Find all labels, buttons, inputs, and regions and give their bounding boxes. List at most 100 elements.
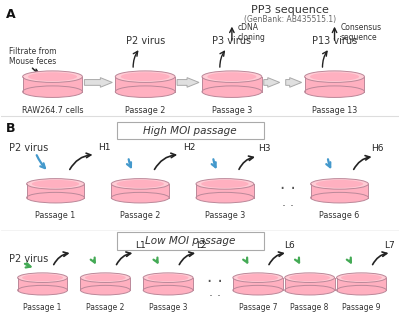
Text: A: A: [6, 8, 15, 22]
Ellipse shape: [80, 273, 130, 282]
Text: · ·: · ·: [282, 200, 294, 213]
Ellipse shape: [285, 273, 334, 282]
Ellipse shape: [336, 285, 386, 295]
Ellipse shape: [201, 180, 249, 188]
Text: L2: L2: [196, 241, 207, 250]
Text: P2 virus: P2 virus: [9, 254, 48, 264]
Ellipse shape: [196, 179, 254, 189]
Polygon shape: [305, 77, 364, 92]
Text: · ·: · ·: [209, 290, 221, 303]
Text: Passage 3: Passage 3: [205, 211, 245, 220]
Polygon shape: [111, 184, 169, 198]
Ellipse shape: [207, 72, 256, 81]
Polygon shape: [27, 184, 84, 198]
Ellipse shape: [23, 71, 82, 82]
Polygon shape: [285, 278, 334, 290]
FancyBboxPatch shape: [117, 232, 264, 250]
Ellipse shape: [202, 86, 262, 97]
Text: PP3 sequence: PP3 sequence: [251, 5, 329, 15]
Ellipse shape: [336, 273, 386, 282]
Ellipse shape: [148, 274, 188, 281]
Text: B: B: [6, 122, 15, 135]
Text: H3: H3: [258, 144, 270, 153]
Text: High MOI passage: High MOI passage: [143, 125, 237, 135]
Polygon shape: [143, 278, 193, 290]
Ellipse shape: [143, 273, 193, 282]
Polygon shape: [264, 78, 280, 87]
Text: H2: H2: [183, 143, 196, 152]
Polygon shape: [196, 184, 254, 198]
Ellipse shape: [310, 72, 359, 81]
Ellipse shape: [311, 179, 368, 189]
Polygon shape: [115, 77, 175, 92]
Text: Passage 8: Passage 8: [290, 303, 329, 312]
Text: RAW264.7 cells: RAW264.7 cells: [22, 106, 83, 115]
Text: P13 virus: P13 virus: [312, 36, 357, 46]
Text: Passage 7: Passage 7: [238, 303, 277, 312]
Text: P3 virus: P3 virus: [212, 36, 252, 46]
Polygon shape: [233, 278, 283, 290]
Ellipse shape: [32, 180, 79, 188]
Text: L1: L1: [135, 241, 146, 250]
Text: H6: H6: [372, 144, 384, 153]
Text: P2 virus: P2 virus: [126, 36, 165, 46]
Ellipse shape: [311, 193, 368, 203]
Text: Passage 1: Passage 1: [23, 303, 62, 312]
Ellipse shape: [116, 180, 164, 188]
Ellipse shape: [85, 274, 126, 281]
Ellipse shape: [18, 273, 68, 282]
Ellipse shape: [289, 274, 330, 281]
Polygon shape: [286, 78, 302, 87]
Ellipse shape: [27, 193, 84, 203]
Text: Passage 1: Passage 1: [35, 211, 76, 220]
Text: Low MOI passage: Low MOI passage: [145, 236, 235, 246]
Ellipse shape: [196, 193, 254, 203]
Text: Consensus
sequence: Consensus sequence: [340, 23, 382, 42]
Ellipse shape: [111, 193, 169, 203]
Ellipse shape: [111, 179, 169, 189]
Ellipse shape: [27, 179, 84, 189]
Polygon shape: [80, 278, 130, 290]
Ellipse shape: [28, 72, 77, 81]
Ellipse shape: [305, 86, 364, 97]
Polygon shape: [177, 78, 199, 87]
Text: Passage 3: Passage 3: [149, 303, 187, 312]
Ellipse shape: [115, 86, 175, 97]
Ellipse shape: [202, 71, 262, 82]
Text: · ·: · ·: [207, 274, 223, 291]
FancyBboxPatch shape: [117, 122, 264, 139]
Text: Filtrate from
Mouse feces: Filtrate from Mouse feces: [9, 47, 56, 66]
Ellipse shape: [341, 274, 382, 281]
Ellipse shape: [121, 72, 170, 81]
Text: (GenBank: AB435515.1): (GenBank: AB435515.1): [244, 15, 336, 24]
Polygon shape: [84, 78, 112, 87]
Polygon shape: [336, 278, 386, 290]
Ellipse shape: [18, 285, 68, 295]
Polygon shape: [311, 184, 368, 198]
Ellipse shape: [285, 285, 334, 295]
Text: L7: L7: [384, 241, 395, 250]
Text: L6: L6: [284, 241, 294, 250]
Ellipse shape: [115, 71, 175, 82]
Polygon shape: [18, 278, 68, 290]
Text: Passage 2: Passage 2: [125, 106, 165, 115]
Text: · ·: · ·: [280, 180, 296, 198]
Ellipse shape: [22, 274, 63, 281]
Text: P2 virus: P2 virus: [9, 143, 48, 153]
Text: cDNA
cloning: cDNA cloning: [238, 23, 266, 42]
Ellipse shape: [80, 285, 130, 295]
Ellipse shape: [143, 285, 193, 295]
Ellipse shape: [237, 274, 278, 281]
Ellipse shape: [316, 180, 363, 188]
Text: Passage 13: Passage 13: [312, 106, 357, 115]
Ellipse shape: [233, 273, 283, 282]
Ellipse shape: [233, 285, 283, 295]
Text: Passage 6: Passage 6: [319, 211, 360, 220]
Ellipse shape: [305, 71, 364, 82]
Text: H1: H1: [98, 143, 111, 152]
Ellipse shape: [23, 86, 82, 97]
Text: Passage 2: Passage 2: [86, 303, 124, 312]
Polygon shape: [202, 77, 262, 92]
Text: Passage 9: Passage 9: [342, 303, 381, 312]
Text: Passage 2: Passage 2: [120, 211, 160, 220]
